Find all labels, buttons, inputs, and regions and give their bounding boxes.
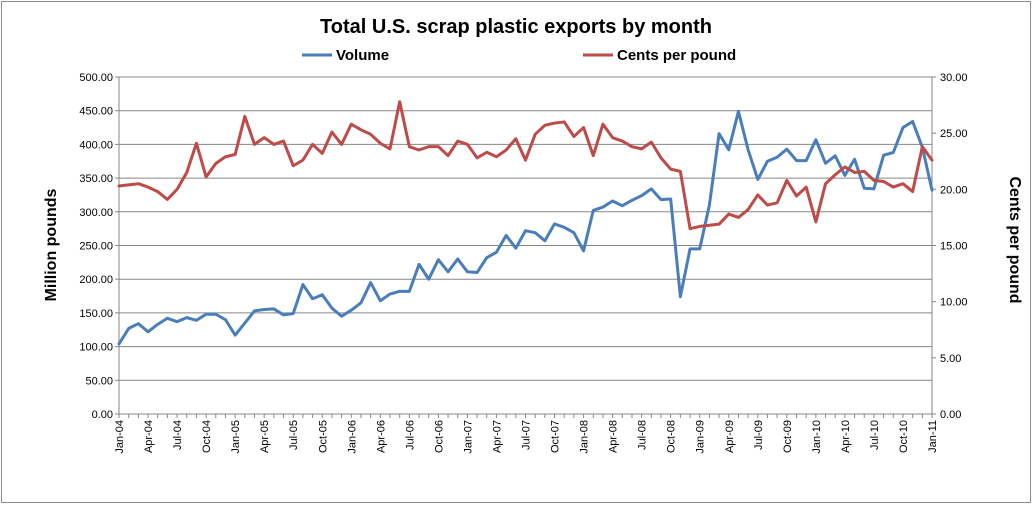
y-left-tick-label: 50.00: [85, 375, 113, 387]
y-left-tick-label: 500.00: [79, 72, 113, 84]
x-tick-label: Jul-09: [753, 420, 765, 450]
x-tick-label: Jul-05: [288, 420, 300, 450]
y-right-tick-label: 15.00: [940, 241, 968, 253]
x-tick-label: Jul-08: [637, 420, 649, 450]
x-tick-label: Oct-09: [782, 420, 794, 453]
x-tick-label: Oct-06: [433, 420, 445, 453]
x-tick-label: Jul-07: [521, 420, 533, 450]
x-tick-label: Jul-06: [404, 420, 416, 450]
series-lines: [117, 100, 934, 346]
y-left-tick-label: 350.00: [79, 173, 113, 185]
x-tick-label: Oct-05: [317, 420, 329, 453]
x-tick-label: Apr-04: [143, 420, 155, 453]
x-tick-label: Jul-04: [172, 420, 184, 450]
y-axis-left-title: Million pounds: [43, 188, 60, 301]
y-axis-left-ticks: 0.00 50.00 100.00 150.00 200.00 250.00 300.00 3…: [79, 72, 113, 421]
y-left-tick-label: 0.00: [92, 409, 113, 421]
x-axis-ticks: Jan-04 Apr-04 Jul-04 Oct-04 Jan-05 Apr-05 Jul-…: [114, 420, 939, 454]
x-tick-label: Jul-10: [869, 420, 881, 450]
x-tick-label: Oct-07: [550, 420, 562, 453]
y-left-tick-label: 100.00: [79, 342, 113, 354]
legend-label-cents: Cents per pound: [617, 47, 736, 64]
x-tick-label: Oct-08: [666, 420, 678, 453]
x-tick-label: Apr-06: [375, 420, 387, 453]
x-tick-label: Apr-10: [840, 420, 852, 453]
x-tick-label: Jan-07: [462, 420, 474, 454]
y-right-tick-label: 30.00: [940, 72, 968, 84]
series-line-volume: [117, 109, 934, 346]
x-tick-label: Jan-04: [114, 420, 126, 454]
y-right-tick-label: 10.00: [940, 297, 968, 309]
x-tick-label: Oct-10: [898, 420, 910, 453]
y-left-tick-label: 250.00: [79, 241, 113, 253]
x-tick-label: Jan-06: [346, 420, 358, 454]
gridlines: [119, 76, 932, 381]
x-tick-label: Apr-09: [724, 420, 736, 453]
y-right-tick-label: 0.00: [940, 409, 961, 421]
y-left-tick-label: 300.00: [79, 207, 113, 219]
x-tick-label: Jan-05: [230, 420, 242, 454]
chart-title: Total U.S. scrap plastic exports by mont…: [320, 16, 712, 38]
y-left-tick-label: 200.00: [79, 274, 113, 286]
y-axis-right-title: Cents per pound: [1006, 176, 1023, 303]
legend-label-volume: Volume: [336, 47, 389, 64]
legend: Volume Cents per pound: [302, 47, 736, 64]
y-left-tick-label: 150.00: [79, 308, 113, 320]
series-line-cents-per-pound: [117, 100, 934, 231]
x-tick-label: Jan-08: [579, 420, 591, 454]
y-right-tick-label: 20.00: [940, 184, 968, 196]
x-tick-label: Oct-04: [201, 420, 213, 453]
y-right-tick-label: 25.00: [940, 128, 968, 140]
x-tick-label: Jan-09: [695, 420, 707, 454]
y-left-tick-label: 400.00: [79, 139, 113, 151]
y-left-tick-label: 450.00: [79, 106, 113, 118]
y-right-tick-label: 5.00: [940, 353, 961, 365]
x-tick-label: Apr-07: [491, 420, 503, 453]
y-axis-right-ticks: 0.00 5.00 10.00 15.00 20.00 25.00 30.00: [940, 72, 968, 421]
x-tick-label: Apr-08: [608, 420, 620, 453]
x-tick-label: Jan-11: [927, 420, 939, 453]
x-tick-label: Apr-05: [259, 420, 271, 453]
axes: [115, 76, 936, 418]
x-tick-label: Jan-10: [811, 420, 823, 454]
